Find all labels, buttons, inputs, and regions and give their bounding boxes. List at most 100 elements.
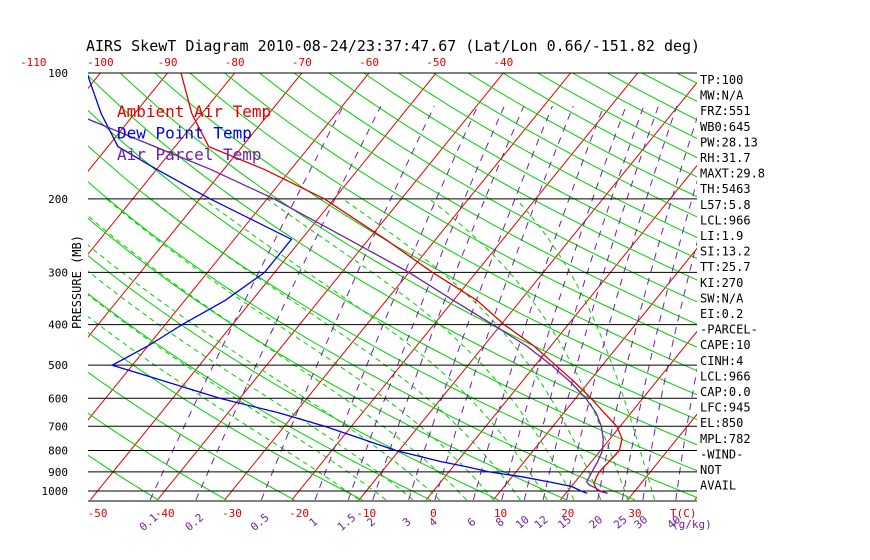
mixing-ratio-line — [408, 105, 553, 501]
top-temperature-tick: -110 — [20, 56, 47, 69]
mixing-ratio-label: 1 — [307, 515, 320, 529]
temperature-unit-label: T(C) — [670, 507, 697, 520]
mixing-ratio-label: 0.2 — [183, 511, 207, 534]
mixing-ratio-lines — [149, 105, 697, 501]
stability-index: EL:850 — [700, 416, 743, 430]
bottom-temperature-tick: -40 — [155, 507, 175, 520]
bottom-temperature-tick: -10 — [356, 507, 376, 520]
dry-adiabat-line — [328, 73, 697, 281]
dry-adiabat-line — [88, 181, 636, 501]
isotherm-line — [88, 73, 169, 172]
dry-adiabat-line — [88, 74, 697, 446]
isotherm-line — [762, 54, 870, 500]
stability-index: SW:N/A — [700, 291, 744, 305]
isotherm-line — [88, 73, 303, 338]
stability-index: MAXT:29.8 — [700, 167, 765, 181]
stability-index: KI:270 — [700, 276, 743, 290]
isotherm-line — [291, 73, 639, 501]
moist-adiabat-line — [88, 215, 467, 501]
legend: Ambient Air Temp Dew Point Temp Air Parcel… — [117, 102, 271, 164]
isotherm-line — [627, 413, 697, 501]
legend-entry: Ambient Air Temp — [117, 102, 271, 121]
moist-adiabat-line — [88, 315, 360, 501]
mixing-ratio-line — [597, 116, 697, 500]
dry-adiabat-line — [467, 73, 697, 198]
dry-adiabat-line — [88, 371, 295, 501]
mixing-ratio-labels: 0.1 0.2 0.5 1 1.5 2 3 4 6 8 10 12 15 20 25 30 40 — [137, 511, 683, 534]
stability-index: TP:100 — [700, 73, 743, 87]
isobar-lines — [88, 72, 697, 502]
pressure-tick-label: 600 — [48, 392, 68, 405]
stability-index: RH:31.7 — [700, 151, 751, 165]
dry-adiabat-line — [88, 331, 363, 501]
chart-title: AIRS SkewT Diagram 2010-08-24/23:37:47.6… — [86, 37, 700, 55]
profile-line-3 — [88, 118, 608, 494]
mixing-ratio-line — [195, 105, 382, 501]
dry-adiabat-line — [189, 73, 697, 372]
bottom-temperature-tick: 20 — [561, 507, 574, 520]
dry-adiabat-line — [363, 73, 697, 260]
top-temperature-ticks: -120-110-100-90-80-70-60-50-40 — [20, 56, 513, 69]
stability-index: WB0:645 — [700, 120, 751, 134]
stability-index: TT:25.7 — [700, 260, 751, 274]
mixing-ratio-label: 20 — [587, 513, 606, 531]
mixing-ratio-line — [472, 105, 605, 501]
mixing-ratio-label: 1.5 — [335, 511, 359, 534]
dry-adiabat-line — [224, 73, 697, 348]
mixing-ratio-label: 25 — [611, 513, 630, 531]
isotherm-line — [88, 73, 370, 421]
isotherm-line — [560, 330, 697, 501]
dry-adiabat-line — [259, 73, 697, 325]
mixing-ratio-line — [675, 367, 697, 500]
moist-adiabat-line — [342, 198, 602, 501]
bottom-temperature-ticks: -50 -40 -30 -20 -10 0 10 20 30 — [88, 507, 642, 520]
top-temperature-tick: -80 — [225, 56, 245, 69]
pressure-tick-label: 300 — [48, 266, 68, 279]
profile-line-1 — [180, 73, 623, 494]
top-temperature-tick: -90 — [158, 56, 178, 69]
stability-index: -WIND- — [700, 447, 743, 461]
stability-index: CAP:0.0 — [700, 385, 751, 399]
pressure-tick-label: 200 — [48, 193, 68, 206]
isotherm-line — [157, 73, 504, 501]
top-temperature-tick: -100 — [87, 56, 114, 69]
stability-index: MW:N/A — [700, 89, 744, 103]
sounding-profiles — [88, 73, 623, 494]
pressure-tick-label: 800 — [48, 444, 68, 457]
stability-index: -PARCEL- — [700, 323, 758, 337]
dry-adiabat-line — [154, 73, 697, 396]
mixing-ratio-line — [523, 105, 645, 501]
pressure-tick-label: 500 — [48, 359, 68, 372]
pressure-tick-label: 1000 — [42, 485, 69, 498]
pressure-tick-labels: 100 200 300 400 500 600 700 800 900 1000 — [42, 67, 69, 498]
profile-line-2 — [88, 74, 588, 494]
dry-adiabat-line — [746, 73, 870, 500]
mixing-ratio-label: 6 — [465, 515, 478, 529]
moist-adiabat-lines — [88, 198, 656, 501]
dry-adiabat-line — [88, 293, 431, 501]
stability-index: TH:5463 — [700, 182, 751, 196]
stability-index: PW:28.13 — [700, 135, 758, 149]
bottom-temperature-tick: 10 — [494, 507, 507, 520]
mixing-ratio-line — [434, 105, 574, 501]
stability-index: LFC:945 — [700, 401, 751, 415]
dry-adiabat-line — [433, 73, 697, 218]
dry-adiabat-line — [88, 109, 697, 472]
dry-adiabat-line — [88, 412, 227, 501]
mixing-ratio-line — [347, 105, 505, 501]
stability-index: LI:1.9 — [700, 229, 743, 243]
dry-adiabat-line — [88, 217, 567, 501]
moist-adiabat-line — [106, 198, 494, 501]
bottom-temperature-tick: 0 — [430, 507, 437, 520]
mixing-ratio-line — [314, 105, 479, 501]
isotherm-line — [90, 73, 437, 501]
mixing-ratio-unit-label: (g/kg) — [672, 518, 712, 531]
mixing-ratio-line — [621, 179, 697, 500]
pressure-tick-label: 400 — [48, 319, 68, 332]
moist-adiabat-line — [88, 270, 414, 501]
stability-index: AVAIL — [700, 479, 736, 493]
isotherm-line — [492, 247, 697, 501]
mixing-ratio-label: 12 — [532, 513, 551, 531]
isotherm-line — [224, 73, 572, 501]
